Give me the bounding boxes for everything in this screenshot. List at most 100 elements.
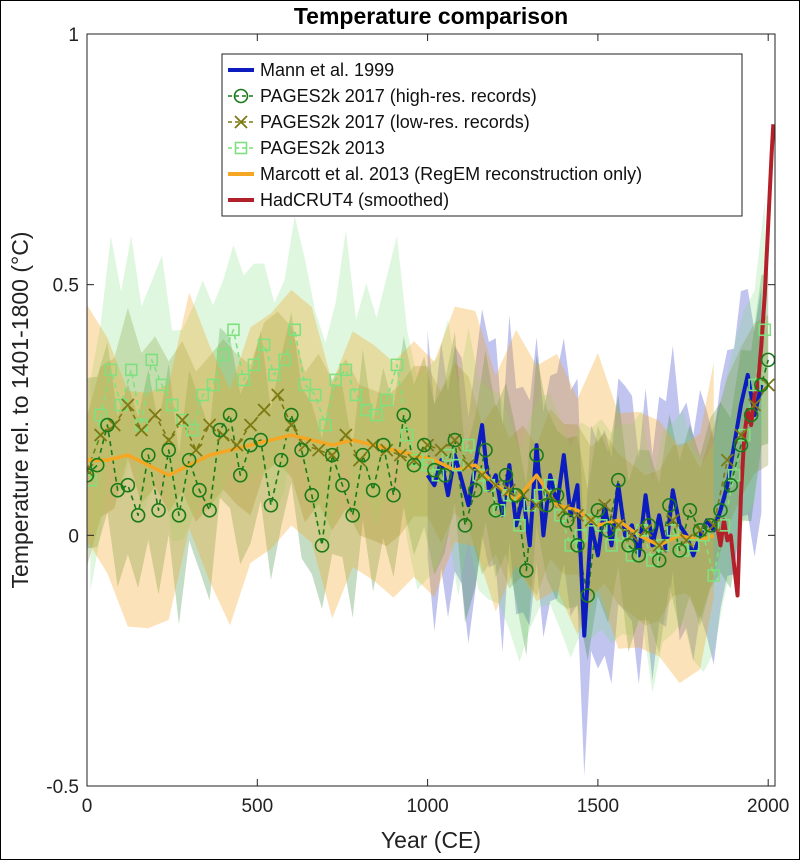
marker-pages2013 [298,378,312,392]
marker-pages2013 [727,468,741,482]
marker-pages2017_high [130,507,146,523]
marker-pages2017_high [723,477,739,493]
marker-pages2017_high [743,407,759,423]
y-tick-label: -0.5 [46,777,79,798]
marker-pages2017_high [519,563,534,578]
marker-pages2017_low [393,448,407,462]
marker-pages2017_low [366,438,380,452]
marker-pages2017_high [702,518,718,533]
marker-pages2017_high [253,432,269,448]
marker-pages2017_low [311,443,326,457]
marker-pages2017_high [161,442,177,458]
y-tick-label: 0.5 [53,276,79,297]
legend-marker-pages2017_high [233,88,249,104]
marker-pages2017_high [335,477,350,493]
marker-pages2013 [738,428,751,442]
marker-pages2017_high [416,437,432,453]
marker-pages2013 [625,549,639,562]
marker-pages2013 [196,388,210,402]
marker-pages2013 [155,378,169,392]
legend-label-pages2013: PAGES2k 2013 [260,138,385,158]
marker-pages2017_high [733,437,749,453]
marker-pages2017_high [171,507,187,523]
line-hadcrut [715,124,775,598]
marker-pages2017_high [467,482,483,498]
marker-pages2017_high [396,407,412,423]
marker-pages2017_low [502,483,516,497]
marker-pages2017_high [713,502,728,518]
marker-pages2017_low [271,388,285,402]
marker-pages2013 [646,554,659,567]
series-markers [87,323,775,603]
marker-pages2017_high [651,553,667,568]
marker-pages2013 [380,393,394,407]
marker-pages2013 [686,539,700,552]
marker-pages2013 [165,398,179,412]
marker-pages2013 [564,539,577,552]
marker-pages2013 [543,478,557,492]
y-tick-label: 0 [68,526,79,547]
y-axis-label: Temperature rel. to 1401-1800 (°C) [7,232,33,589]
band-marcott [87,289,714,684]
x-tick-label: 0 [82,796,93,817]
marker-pages2013 [124,363,138,377]
marker-pages2017_high [222,407,238,423]
marker-pages2017_high [181,452,197,468]
marker-pages2017_high [611,472,626,488]
marker-pages2017_low [121,398,135,412]
marker-pages2017_high [324,447,340,463]
marker-pages2017_high [294,442,309,458]
marker-pages2017_high [529,447,544,463]
marker-pages2013 [431,468,445,482]
marker-pages2017_high [457,518,473,533]
marker-pages2017_high [580,588,595,603]
marker-pages2013 [349,388,363,402]
marker-pages2017_low [148,408,162,422]
marker-pages2017_high [386,487,401,503]
marker-pages2013 [94,408,107,422]
marker-pages2017_low [134,423,149,437]
marker-pages2013 [482,478,496,492]
marker-pages2013 [247,358,261,372]
marker-pages2017_low [529,498,544,512]
marker-pages2013 [257,338,271,352]
legend-label-pages2017_low: PAGES2k 2017 (low-res. records) [260,112,530,132]
marker-pages2017_high [488,502,504,518]
marker-pages2013 [186,423,199,437]
marker-pages2013 [319,418,332,432]
x-tick-label: 1500 [577,796,619,817]
marker-pages2017_high [120,477,136,493]
marker-pages2013 [278,353,291,367]
marker-pages2017_low [339,428,353,442]
marker-pages2017_high [539,497,555,513]
marker-pages2013 [216,348,230,362]
marker-pages2013 [104,363,118,377]
marker-pages2017_high [570,538,585,553]
marker-pages2017_low [448,433,462,447]
marker-pages2017_low [257,403,271,417]
marker-pages2017_high [590,502,606,518]
marker-pages2017_low [175,413,190,427]
marker-pages2017_low [434,443,448,457]
marker-pages2017_high [478,442,493,458]
x-tick-label: 2000 [747,796,789,817]
marker-pages2017_high [273,452,289,468]
marker-pages2017_low [707,518,721,532]
legend-box [221,53,743,217]
marker-pages2017_high [672,543,687,558]
legend: Mann et al. 1999 PAGES2k 2017 (high-res. … [221,53,743,217]
marker-pages2017_low [420,438,435,452]
marker-pages2013 [451,458,465,472]
marker-pages2013 [308,388,322,402]
marker-pages2017_high [314,538,330,553]
marker-pages2017_high [89,457,105,473]
marker-pages2017_high [559,512,575,528]
marker-pages2017_low [325,448,339,462]
marker-pages2017_high [600,523,616,538]
marker-pages2017_high [754,377,769,393]
marker-pages2013 [390,358,404,372]
x-tick-label: 500 [241,796,273,817]
chart-title: Temperature comparison [294,3,568,29]
marker-pages2013 [370,408,383,422]
